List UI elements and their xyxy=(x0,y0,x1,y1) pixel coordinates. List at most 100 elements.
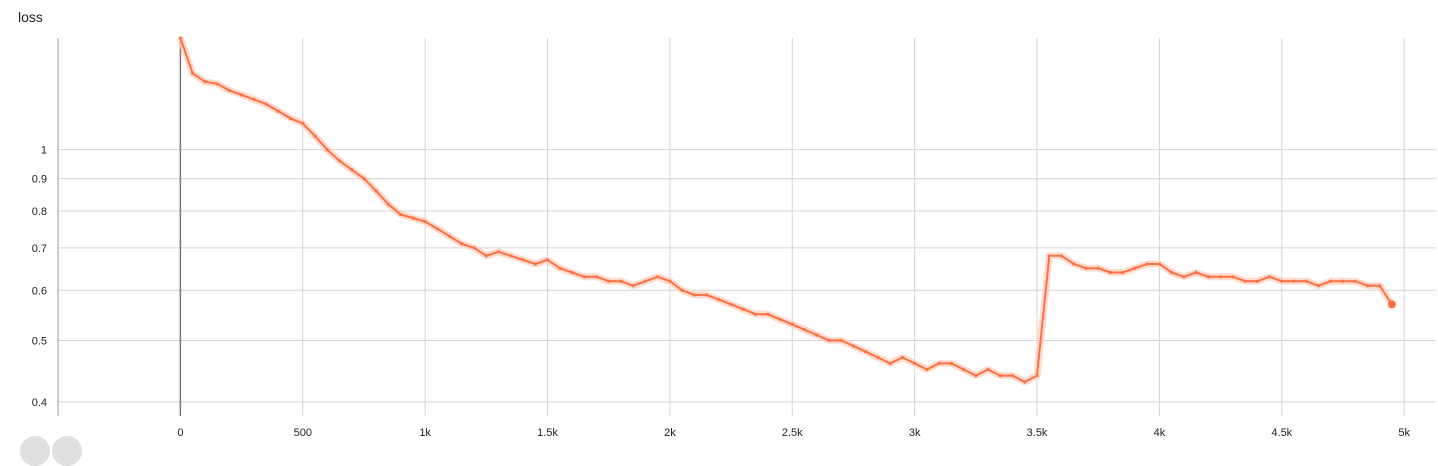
fit-domain-button[interactable] xyxy=(52,436,82,466)
data-point xyxy=(1170,270,1174,275)
data-point xyxy=(325,148,329,152)
x-tick-label: 3k xyxy=(909,427,921,439)
data-point xyxy=(460,242,464,246)
data-point xyxy=(986,367,990,372)
data-point xyxy=(1121,270,1125,275)
y-tick-label: 0.7 xyxy=(32,243,47,255)
data-point xyxy=(288,116,293,120)
data-point xyxy=(790,322,794,326)
data-point xyxy=(717,298,721,302)
chart-title: loss xyxy=(18,9,43,25)
data-point xyxy=(754,312,758,316)
x-tick-label: 4k xyxy=(1154,427,1166,439)
data-point xyxy=(1280,279,1284,283)
data-point xyxy=(778,317,782,321)
data-point xyxy=(1133,266,1137,270)
data-point xyxy=(448,234,452,238)
x-tick-label: 2.5k xyxy=(782,427,803,439)
smoothed-series xyxy=(178,36,1396,384)
raw-series xyxy=(177,36,1395,386)
data-point xyxy=(1206,275,1210,279)
data-point xyxy=(435,227,439,231)
grid-lines xyxy=(58,38,1436,416)
data-point xyxy=(276,109,280,113)
data-point xyxy=(1096,266,1100,270)
data-point xyxy=(925,367,929,372)
data-point xyxy=(1353,279,1357,283)
x-tick-label: 2k xyxy=(664,427,676,439)
data-point xyxy=(974,374,978,378)
data-point xyxy=(888,361,892,365)
data-point xyxy=(1011,374,1015,378)
data-point xyxy=(741,307,745,311)
data-point xyxy=(1157,262,1161,266)
data-point xyxy=(705,293,709,297)
data-point xyxy=(631,284,635,288)
data-point xyxy=(399,212,403,217)
x-tick-label: 5k xyxy=(1398,427,1410,439)
y-tick-label: 0.9 xyxy=(32,174,47,186)
data-point xyxy=(680,288,684,292)
data-point xyxy=(484,254,488,258)
data-point xyxy=(301,121,305,125)
x-tick-label: 3.5k xyxy=(1027,427,1048,439)
data-point xyxy=(558,266,562,270)
data-point xyxy=(178,36,182,40)
data-point xyxy=(497,250,501,254)
data-point xyxy=(643,279,648,283)
x-tick-label: 1k xyxy=(419,427,431,439)
data-point xyxy=(1231,275,1235,279)
x-tick-label: 500 xyxy=(294,427,312,439)
y-tick-label: 0.6 xyxy=(32,285,47,297)
data-point xyxy=(802,328,807,332)
data-point xyxy=(815,333,819,337)
x-tick-label: 4.5k xyxy=(1271,427,1292,439)
data-point xyxy=(1341,279,1345,283)
data-point xyxy=(386,202,390,206)
data-point xyxy=(570,270,574,275)
data-point xyxy=(668,279,672,283)
data-point xyxy=(227,88,231,92)
raw-series-band xyxy=(177,36,1395,386)
last-point-marker xyxy=(1387,300,1396,309)
data-point xyxy=(1194,270,1198,275)
x-tick-labels: 0 500 1k 1.5k 2k 2.5k 3k 3.5k 4k 4.5k 5k xyxy=(177,427,1410,439)
data-point xyxy=(1072,262,1076,266)
data-point xyxy=(215,82,219,86)
data-point xyxy=(1023,380,1027,384)
smoothed-series-line xyxy=(179,37,1393,383)
data-point xyxy=(1378,284,1382,288)
data-point xyxy=(864,350,868,354)
data-point xyxy=(729,302,733,306)
data-point xyxy=(1292,279,1296,283)
data-point xyxy=(545,258,550,262)
data-point xyxy=(1035,374,1039,378)
data-point xyxy=(619,279,623,283)
data-point xyxy=(203,80,207,84)
y-tick-label: 0.5 xyxy=(32,335,47,347)
data-point xyxy=(1108,270,1113,275)
y-tick-labels: 0.4 0.5 0.6 0.7 0.8 0.9 1 xyxy=(32,145,47,409)
data-point xyxy=(350,168,354,172)
data-point xyxy=(521,258,525,262)
data-point xyxy=(594,275,599,279)
data-point xyxy=(423,220,427,224)
data-point xyxy=(1219,275,1223,279)
y-tick-label: 0.8 xyxy=(32,206,47,218)
data-point xyxy=(533,262,537,266)
data-point xyxy=(240,93,244,97)
data-point xyxy=(1059,254,1064,258)
data-point xyxy=(949,361,954,365)
data-point xyxy=(1329,279,1333,283)
data-point xyxy=(998,374,1002,378)
data-point xyxy=(692,293,697,297)
data-point xyxy=(252,97,256,101)
data-point xyxy=(191,71,195,75)
data-point xyxy=(264,102,268,106)
data-point xyxy=(362,177,366,181)
loss-chart: 0 500 1k 1.5k 2k 2.5k 3k 3.5k 4k 4.5k 5k 0.4 0.5 0.6… xyxy=(32,36,1436,439)
toggle-log-scale-button[interactable] xyxy=(20,436,50,466)
data-point xyxy=(1255,279,1259,283)
data-point xyxy=(1365,284,1370,288)
data-point xyxy=(313,134,317,138)
